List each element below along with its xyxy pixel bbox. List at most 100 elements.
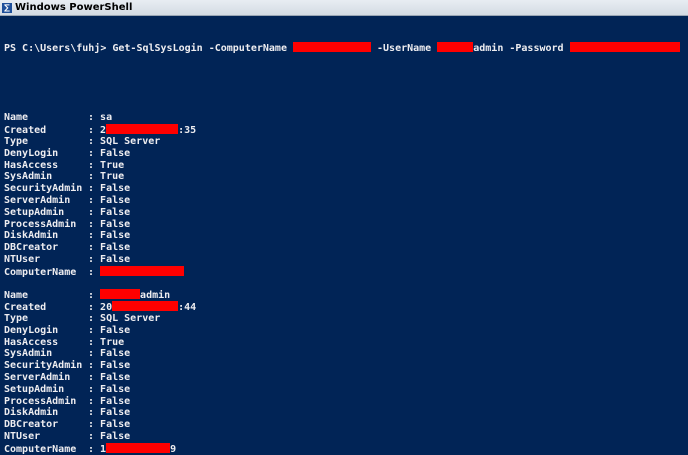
separator: : [88,383,101,395]
redaction [100,265,185,276]
command-line: PS C:\Users\fuhj> Get-SqlSysLogin -Compu… [4,41,688,54]
property-ntuser: NTUser: False [4,431,688,443]
property-value: True [100,336,125,348]
separator: : [88,218,101,230]
separator: : [88,419,101,431]
property-diskadmin: DiskAdmin: False [4,230,688,242]
separator: : [88,242,101,254]
property-name: Name: sa [4,112,688,124]
property-value: True [100,159,125,171]
property-value: SQL Server [100,135,161,147]
separator: : [88,348,101,360]
cmdlet: Get-SqlSysLogin [112,42,203,54]
property-key: ProcessAdmin [4,218,77,230]
property-value: SQL Server [100,312,161,324]
property-computername: ComputerName: [4,265,688,278]
property-processadmin: ProcessAdmin: False [4,219,688,231]
property-value: False [100,407,131,419]
property-created: Created: 2:35 [4,124,688,136]
property-sysadmin: SysAdmin: False [4,348,688,360]
separator: : [88,290,101,302]
separator: : [88,112,101,124]
separator: : [88,171,101,183]
separator: : [88,407,101,419]
property-serveradmin: ServerAdmin: False [4,195,688,207]
powershell-icon: ∑ [2,2,12,13]
property-value: False [100,360,131,372]
redaction [112,301,179,312]
property-key: DBCreator [4,419,59,431]
property-hasaccess: HasAccess: True [4,160,688,172]
redaction [293,41,371,52]
property-value: 20 [100,302,113,314]
property-key: ComputerName [4,443,77,455]
property-denylogin: DenyLogin: False [4,325,688,337]
separator: : [88,360,101,372]
property-type: Type: SQL Server [4,313,688,325]
property-key: DiskAdmin [4,230,59,242]
property-value: False [100,395,131,407]
separator: : [88,230,101,242]
property-value: False [100,419,131,431]
property-value: False [100,324,131,336]
property-value: False [100,230,131,242]
console-output[interactable]: PS C:\Users\fuhj> Get-SqlSysLogin -Compu… [0,16,688,455]
property-securityadmin: SecurityAdmin: False [4,360,688,372]
separator: : [88,147,101,159]
property-value: False [100,206,131,218]
property-key: SysAdmin [4,171,53,183]
property-key: HasAccess [4,159,59,171]
property-value: False [100,194,131,206]
property-dbcreator: DBCreator: False [4,419,688,431]
property-value: False [100,371,131,383]
separator: : [88,159,101,171]
redaction [106,124,179,135]
param-username: -UserName [371,42,438,54]
separator: : [88,312,101,324]
property-value-suffix: :44 [178,302,197,314]
separator: : [88,194,101,206]
property-key: ComputerName [4,266,77,278]
redaction [569,41,680,52]
property-key: DiskAdmin [4,407,59,419]
property-key: Created [4,302,47,314]
redaction [437,41,474,52]
property-value: True [100,171,125,183]
property-key: DBCreator [4,242,59,254]
property-value: False [100,242,131,254]
property-created: Created: 20 :44 [4,301,688,313]
property-key: ServerAdmin [4,371,71,383]
separator: : [88,125,101,137]
property-key: DenyLogin [4,147,59,159]
property-key: SysAdmin [4,348,53,360]
property-hasaccess: HasAccess: True [4,337,688,349]
prompt: PS C:\Users\fuhj> [4,42,113,54]
property-key: NTUser [4,430,41,442]
property-sysadmin: SysAdmin: True [4,171,688,183]
property-setupadmin: SetupAdmin: False [4,384,688,396]
property-key: Name [4,290,29,302]
separator: : [88,302,101,314]
property-value: sa [100,112,113,124]
property-value: False [100,147,131,159]
separator: : [88,371,101,383]
separator: : [88,443,101,455]
property-processadmin: ProcessAdmin: False [4,396,688,408]
property-value: False [100,348,131,360]
window-title: Windows PowerShell [15,2,133,13]
param-computername: -ComputerName [202,42,293,54]
property-key: ServerAdmin [4,194,71,206]
separator: : [88,324,101,336]
separator: : [88,266,101,278]
property-setupadmin: SetupAdmin: False [4,207,688,219]
property-key: NTUser [4,253,41,265]
separator: : [88,183,101,195]
separator: : [88,253,101,265]
title-bar[interactable]: ∑ Windows PowerShell [0,0,688,16]
property-denylogin: DenyLogin: False [4,148,688,160]
param-password: -Password [503,42,570,54]
redaction [106,442,171,453]
property-value: False [100,253,131,265]
property-key: Created [4,125,47,137]
